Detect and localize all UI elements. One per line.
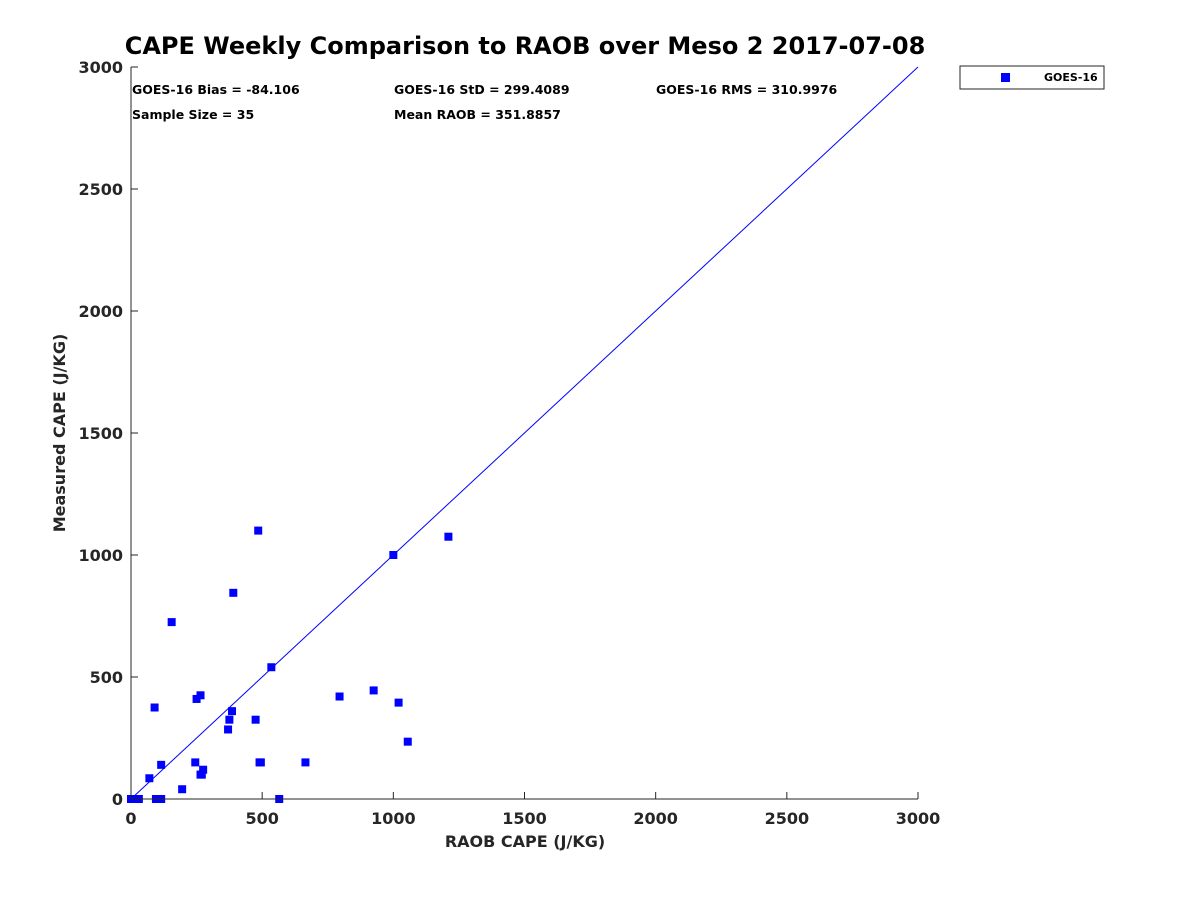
y-tick-label: 2500 xyxy=(78,180,123,199)
x-axis-ticks: 0 500 1000 1500 2000 2500 3000 xyxy=(125,792,940,828)
data-point xyxy=(225,715,234,724)
y-axis-label: Measured CAPE (J/KG) xyxy=(50,334,69,533)
x-tick-label: 500 xyxy=(245,809,278,828)
data-point xyxy=(224,725,233,734)
stat-std: GOES-16 StD = 299.4089 xyxy=(394,82,570,97)
legend-marker-square xyxy=(1001,73,1010,82)
data-point xyxy=(150,703,159,712)
data-point xyxy=(301,758,310,767)
x-tick-label: 1000 xyxy=(371,809,416,828)
y-tick-label: 2000 xyxy=(78,302,123,321)
x-tick-label: 1500 xyxy=(502,809,547,828)
chart-title: CAPE Weekly Comparison to RAOB over Meso… xyxy=(125,32,926,60)
data-point xyxy=(145,774,154,783)
data-point xyxy=(267,663,276,672)
data-point xyxy=(394,698,403,707)
y-tick-label: 3000 xyxy=(78,58,123,77)
data-point xyxy=(251,715,260,724)
stat-bias: GOES-16 Bias = -84.106 xyxy=(132,82,300,97)
data-point xyxy=(403,737,412,746)
data-point xyxy=(335,692,344,701)
data-point xyxy=(197,770,206,779)
y-tick-label: 1000 xyxy=(78,546,123,565)
x-tick-label: 0 xyxy=(125,809,136,828)
data-point xyxy=(254,526,263,535)
x-tick-label: 2500 xyxy=(765,809,810,828)
data-points xyxy=(127,526,453,803)
y-tick-label: 0 xyxy=(112,790,123,809)
data-point xyxy=(199,765,208,774)
legend: GOES-16 xyxy=(959,65,1105,90)
y-tick-label: 500 xyxy=(90,668,123,687)
data-point xyxy=(227,707,236,716)
one-to-one-reference-line xyxy=(130,66,919,800)
statistics-annotations: GOES-16 Bias = -84.106 GOES-16 StD = 299… xyxy=(132,82,838,122)
plot-area: 0 500 1000 1500 2000 2500 3000 0 500 1000 1500 200… xyxy=(78,58,940,828)
stat-mean-raob: Mean RAOB = 351.8857 xyxy=(394,107,561,122)
x-tick-label: 2000 xyxy=(633,809,678,828)
x-tick-label: 3000 xyxy=(896,809,941,828)
data-point xyxy=(167,618,176,627)
data-point xyxy=(256,758,265,767)
legend-label-goes16: GOES-16 xyxy=(1044,71,1098,84)
data-point xyxy=(191,758,200,767)
y-axis-ticks: 0 500 1000 1500 2000 2500 3000 xyxy=(78,58,138,809)
x-axis-label: RAOB CAPE (J/KG) xyxy=(445,832,605,851)
stat-sample-size: Sample Size = 35 xyxy=(132,107,254,122)
data-point xyxy=(196,691,205,700)
y-tick-label: 1500 xyxy=(78,424,123,443)
stat-rms: GOES-16 RMS = 310.9976 xyxy=(656,82,838,97)
data-point xyxy=(389,551,398,559)
data-point xyxy=(369,686,378,695)
legend-box xyxy=(959,65,1105,90)
data-point xyxy=(178,785,187,794)
data-point xyxy=(229,588,238,597)
data-point xyxy=(157,760,166,769)
data-point xyxy=(444,532,453,541)
